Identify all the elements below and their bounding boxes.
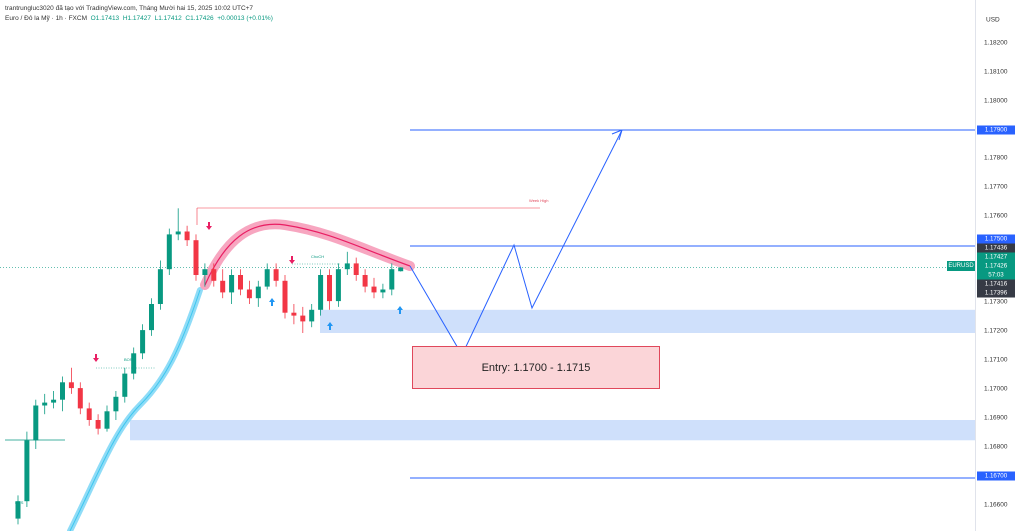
candle-body <box>175 231 181 235</box>
up-arrow-icon <box>327 322 333 330</box>
candle-body <box>140 330 146 354</box>
candle-body <box>113 396 119 412</box>
candle-body <box>300 315 306 322</box>
candle-body <box>202 269 208 275</box>
candle-body <box>86 408 92 420</box>
candle-body <box>273 269 279 281</box>
chart-area[interactable] <box>0 0 975 531</box>
change-value: +0.00013 (+0.01%) <box>217 15 273 22</box>
candle-body <box>33 405 39 441</box>
candle-body <box>15 501 21 519</box>
ohlc-line: Euro / Đô la Mỹ · 1h · FXCM O1.17413 H1.… <box>5 14 273 24</box>
bos-label: BOS <box>124 357 133 362</box>
tick-label: 1.16900 <box>984 414 1008 422</box>
week-high-label: Week High <box>529 198 549 203</box>
price-tag: 1.17396 <box>977 288 1015 298</box>
level-price-tag: 1.17500 <box>977 234 1015 244</box>
price-tag: 1.17427 <box>977 252 1015 262</box>
symbol-price-label: EURUSD <box>947 261 975 271</box>
symbol-name[interactable]: Euro / Đô la Mỹ · 1h · FXCM <box>5 15 87 22</box>
tick-label: 1.17800 <box>984 154 1008 162</box>
demand-zone <box>320 309 975 333</box>
candle-body <box>246 289 252 299</box>
candle-body <box>371 286 377 293</box>
candle-body <box>255 286 261 299</box>
candle-body <box>389 269 395 290</box>
candle-body <box>327 275 332 302</box>
down-arrow-icon <box>289 256 295 264</box>
candle-body <box>95 420 101 429</box>
candle-body <box>380 289 386 293</box>
entry-label: Entry: 1.1700 - 1.1715 <box>481 361 591 374</box>
projection-path <box>409 129 623 357</box>
candle-body <box>149 304 154 331</box>
candle-body <box>211 269 217 281</box>
tick-label: 1.18100 <box>984 68 1008 76</box>
projection-arrowhead <box>611 129 623 141</box>
candle-body <box>264 269 270 287</box>
down-arrow-icon <box>206 222 212 230</box>
candle-body <box>24 440 30 502</box>
candle-body <box>42 402 48 406</box>
current-price-tag: 1.17426 <box>977 261 1015 271</box>
candle-body <box>238 275 243 290</box>
low-value: L1.17412 <box>154 15 182 22</box>
candle-body <box>60 382 65 400</box>
tick-label: 1.17700 <box>984 183 1008 191</box>
candle-body <box>184 231 190 241</box>
candle-body <box>291 312 297 316</box>
price-tag: 1.17416 <box>977 279 1015 289</box>
candle-body <box>229 275 235 293</box>
author-line: trantrungluc3020 đã tạo với TradingView.… <box>5 5 254 12</box>
price-axis[interactable]: USD 1.18200 1.18100 1.18000 1.17800 1.17… <box>975 0 1015 531</box>
high-value: H1.17427 <box>122 15 152 22</box>
choch-label: ChoCH <box>311 254 325 259</box>
price-chart[interactable] <box>0 0 975 531</box>
level-price-tag: 1.17900 <box>977 125 1015 135</box>
candle-body <box>122 373 128 397</box>
candle-body <box>157 269 163 304</box>
tick-label: 1.17200 <box>984 327 1008 335</box>
level-price-tag: 1.16700 <box>977 471 1015 481</box>
tick-label: 1.17100 <box>984 356 1008 364</box>
tick-label: 1.17600 <box>984 212 1008 220</box>
candle-body <box>51 399 57 403</box>
tick-label: 1.16800 <box>984 443 1008 451</box>
down-arrow-icon <box>93 354 99 362</box>
candle-body <box>309 309 315 322</box>
candle-body <box>318 275 324 310</box>
candle-body <box>193 240 199 275</box>
candle-body <box>131 353 137 374</box>
tick-label: 1.16600 <box>984 501 1008 509</box>
candle-body <box>104 411 110 429</box>
candle-body <box>166 234 172 270</box>
candle-body <box>77 388 83 409</box>
tick-label: 1.18000 <box>984 97 1008 105</box>
candle-body <box>344 263 350 270</box>
open-value: O1.17413 <box>90 15 120 22</box>
tick-label: 1.17000 <box>984 385 1008 393</box>
countdown-tag: 57:03 <box>977 270 1015 280</box>
trend-line-blue <box>69 289 201 531</box>
price-tag: 1.17436 <box>977 243 1015 253</box>
candle-body <box>282 280 288 313</box>
chart-header: trantrungluc3020 đã tạo với TradingView.… <box>5 4 273 24</box>
tick-label: 1.17300 <box>984 298 1008 306</box>
demand-zone <box>130 420 975 441</box>
bos-label-2: BOS <box>15 500 24 505</box>
candle-body <box>68 382 74 389</box>
up-arrow-icon <box>397 306 403 314</box>
candle-body <box>353 263 359 275</box>
candle-body <box>362 275 368 287</box>
tick-label: 1.18200 <box>984 39 1008 47</box>
candle-body <box>220 280 226 293</box>
entry-zone-box[interactable]: Entry: 1.1700 - 1.1715 <box>412 346 660 389</box>
close-value: C1.17426 <box>185 15 214 22</box>
candle-body <box>398 267 404 272</box>
up-arrow-icon <box>269 298 275 306</box>
candle-body <box>335 269 341 302</box>
trend-line-pink <box>204 223 411 286</box>
currency-label: USD <box>986 16 1000 24</box>
